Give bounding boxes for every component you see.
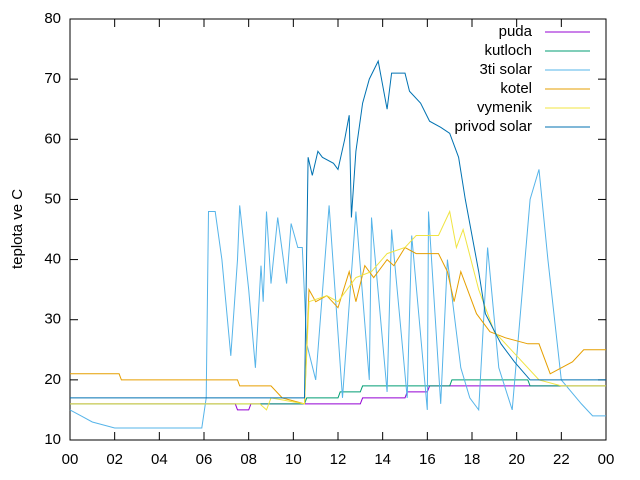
legend-label: puda xyxy=(499,23,533,40)
x-tick-label: 08 xyxy=(240,451,257,468)
x-tick-label: 12 xyxy=(330,451,347,468)
y-tick-label: 70 xyxy=(44,70,61,87)
series-line xyxy=(70,209,606,411)
series-line xyxy=(70,379,606,405)
x-tick-label: 14 xyxy=(374,451,391,468)
x-tick-label: 18 xyxy=(464,451,481,468)
x-tick-label: 22 xyxy=(553,451,570,468)
y-tick-label: 40 xyxy=(44,251,61,268)
x-tick-label: 10 xyxy=(285,451,302,468)
x-tick-label: 00 xyxy=(598,451,615,468)
y-tick-label: 50 xyxy=(44,190,61,207)
legend-label: privod solar xyxy=(454,118,532,135)
x-tick-label: 00 xyxy=(62,451,79,468)
y-tick-label: 80 xyxy=(44,10,61,27)
x-tick-label: 20 xyxy=(508,451,525,468)
plot-frame xyxy=(69,18,607,441)
y-axis-label: teplota ve C xyxy=(9,189,26,269)
y-tick-label: 60 xyxy=(44,130,61,147)
series-line xyxy=(69,169,606,429)
x-tick-label: 04 xyxy=(151,451,168,468)
legend-label: kutloch xyxy=(484,42,532,59)
x-tick-label: 16 xyxy=(419,451,436,468)
y-tick-label: 30 xyxy=(44,311,61,328)
legend-label: vymenik xyxy=(477,99,533,116)
legend-label: kotel xyxy=(500,80,532,97)
x-tick-label: 02 xyxy=(106,451,123,468)
series-line xyxy=(70,59,606,399)
y-tick-label: 20 xyxy=(44,371,61,388)
y-tick-label: 10 xyxy=(44,431,61,448)
legend-label: 3ti solar xyxy=(479,61,532,78)
x-tick-label: 06 xyxy=(196,451,213,468)
series-line xyxy=(70,246,606,405)
